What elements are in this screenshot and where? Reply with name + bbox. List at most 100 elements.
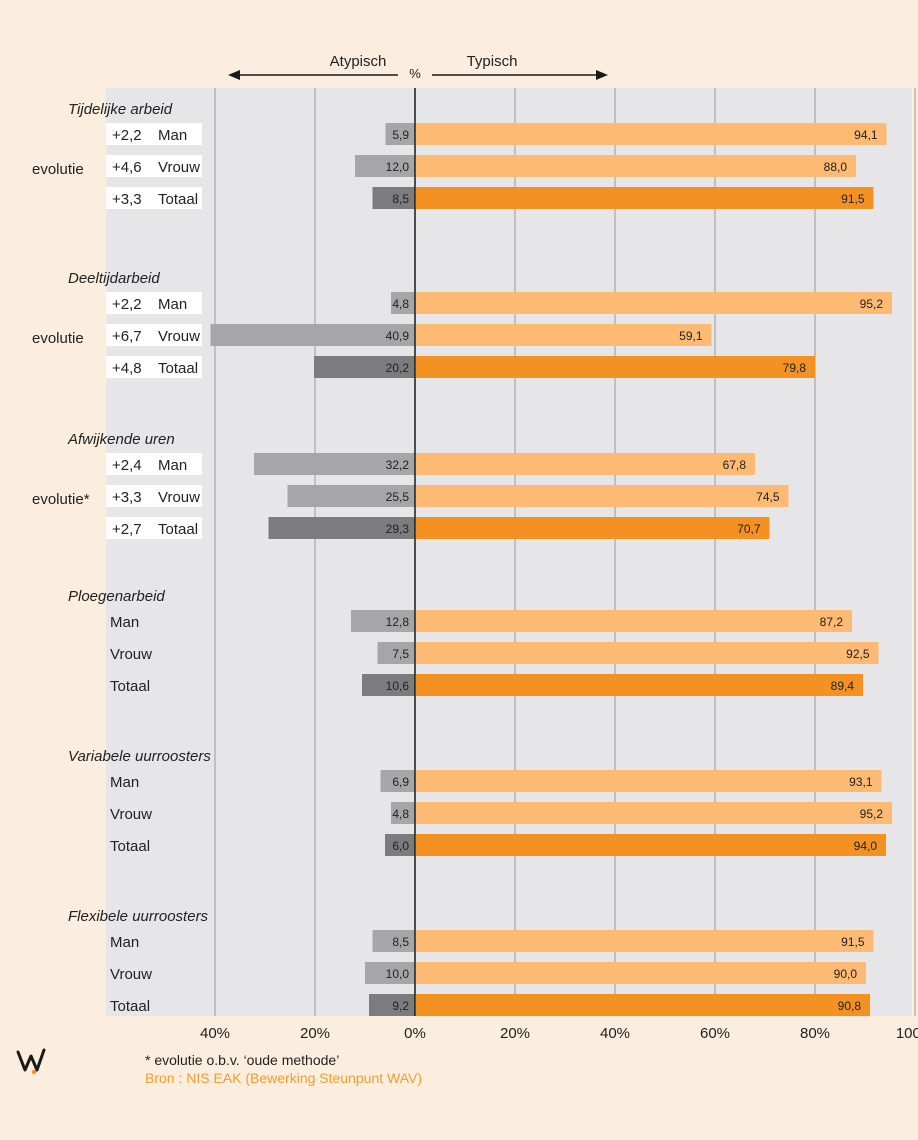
row-label: Totaal [158,191,198,208]
atypisch-value-label: 10,0 [386,967,410,981]
atypisch-bar [380,770,415,792]
evolution-value: +2,7 [112,521,142,538]
typisch-bar [416,187,874,209]
typisch-bar [416,485,789,507]
row-label: Man [110,774,139,791]
atypisch-value-label: 8,5 [392,192,409,206]
footnote: * evolutie o.b.v. ‘oude methode’ [145,1052,340,1068]
atypisch-bar [377,642,415,664]
atypisch-value-label: 40,9 [386,329,410,343]
row-label-band [106,155,202,177]
arrow-left-icon [228,70,240,80]
x-tick-label: 0% [404,1025,426,1042]
row-label: Vrouw [158,159,200,176]
typisch-value-label: 74,5 [756,490,780,504]
typisch-value-label: 91,5 [841,192,865,206]
atypisch-value-label: 6,0 [392,839,409,853]
typisch-value-label: 91,5 [841,935,865,949]
typisch-bar [416,324,712,346]
typisch-bar [416,770,882,792]
x-tick-label: 20% [300,1025,330,1042]
atypisch-value-label: 8,5 [392,935,409,949]
atypisch-value-label: 25,5 [386,490,410,504]
evolution-side-label: evolutie* [32,491,90,508]
row-label: Totaal [110,998,150,1015]
atypisch-value-label: 12,0 [386,160,410,174]
atypisch-bar [391,292,415,314]
typisch-value-label: 67,8 [723,458,747,472]
group-title: Afwijkende uren [67,431,175,448]
row-label: Vrouw [110,646,152,663]
row-label: Man [158,457,187,474]
atypisch-bar [362,674,415,696]
atypisch-value-label: 9,2 [392,999,409,1013]
typisch-value-label: 70,7 [737,522,761,536]
atypisch-value-label: 32,2 [386,458,410,472]
evolution-value: +2,2 [112,127,142,144]
atypisch-bar [351,610,415,632]
row-label: Vrouw [110,966,152,983]
row-label: Totaal [110,838,150,855]
typisch-value-label: 90,0 [834,967,858,981]
row-label: Man [158,127,187,144]
x-tick-label: 100% [896,1025,918,1042]
typisch-bar [416,962,866,984]
row-label-band [106,123,202,145]
atypisch-bar [369,994,415,1016]
x-tick-label: 20% [500,1025,530,1042]
typisch-value-label: 94,0 [854,839,878,853]
typisch-bar [416,994,870,1016]
typisch-bar [416,453,755,475]
atypisch-value-label: 7,5 [392,647,409,661]
row-label-band [106,292,202,314]
atypisch-bar [268,517,415,539]
typisch-label: Typisch [467,53,518,70]
row-label: Vrouw [110,806,152,823]
typisch-value-label: 94,1 [854,128,878,142]
atypisch-bar [372,187,415,209]
typisch-value-label: 88,0 [824,160,848,174]
atypisch-bar [391,802,415,824]
arrow-right-icon [596,70,608,80]
typisch-value-label: 93,1 [849,775,873,789]
evolution-value: +6,7 [112,328,142,345]
row-label-band [106,187,202,209]
atypisch-label: Atypisch [330,53,387,70]
typisch-bar [416,930,874,952]
typisch-bar [416,517,770,539]
x-tick-label: 40% [200,1025,230,1042]
typisch-bar [416,155,856,177]
atypisch-value-label: 20,2 [386,361,410,375]
atypisch-value-label: 5,9 [392,128,409,142]
row-label: Man [110,934,139,951]
typisch-bar [416,123,887,145]
typisch-value-label: 79,8 [783,361,807,375]
group-title: Tijdelijke arbeid [68,101,173,118]
typisch-value-label: 89,4 [831,679,855,693]
atypisch-value-label: 29,3 [386,522,410,536]
typisch-value-label: 95,2 [860,297,884,311]
row-label-band [106,517,202,539]
atypisch-value-label: 10,6 [386,679,410,693]
evolution-value: +4,8 [112,360,142,377]
group-title: Variabele uurroosters [68,748,211,765]
row-label: Totaal [158,360,198,377]
plot-background [106,88,912,1016]
group-title: Ploegenarbeid [68,588,165,605]
row-label-band [106,485,202,507]
atypisch-bar [385,123,415,145]
typisch-bar [416,610,852,632]
row-label: Man [110,614,139,631]
evolution-value: +3,3 [112,191,142,208]
x-tick-label: 60% [700,1025,730,1042]
evolution-value: +4,6 [112,159,142,176]
typisch-value-label: 59,1 [679,329,703,343]
row-label: Vrouw [158,328,200,345]
atypisch-bar [355,155,415,177]
row-label-band [106,324,202,346]
evolution-side-label: evolutie [32,330,84,347]
typisch-value-label: 87,2 [820,615,844,629]
typisch-bar [416,802,892,824]
typisch-bar [416,674,863,696]
